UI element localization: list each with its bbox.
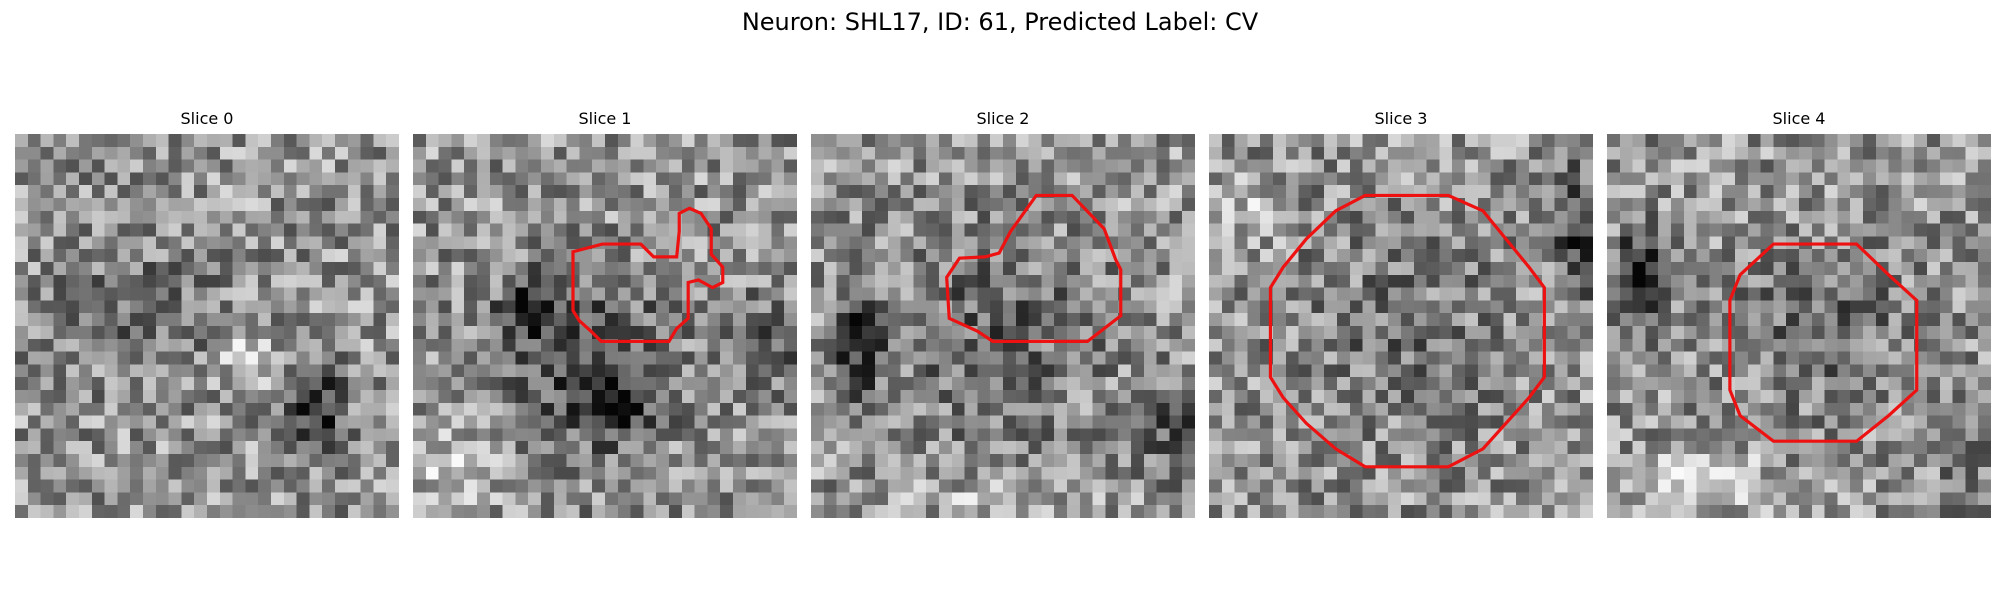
slice-image — [1607, 134, 1991, 518]
roi-contour — [945, 193, 1123, 343]
roi-contour — [1728, 242, 1919, 443]
slice-panel-4: Slice 4 — [1607, 108, 1991, 518]
slice-panel-0: Slice 0 — [15, 108, 399, 518]
slice-panel-3: Slice 3 — [1209, 108, 1593, 518]
slice-title: Slice 2 — [976, 109, 1030, 128]
roi-contour — [571, 206, 725, 343]
slice-image — [413, 134, 797, 518]
slice-title: Slice 0 — [180, 109, 234, 128]
slice-panel-2: Slice 2 — [811, 108, 1195, 518]
roi-contour — [1268, 193, 1546, 469]
slice-image — [1209, 134, 1593, 518]
slice-image — [15, 134, 399, 518]
slice-title: Slice 3 — [1374, 109, 1428, 128]
figure-title: Neuron: SHL17, ID: 61, Predicted Label: … — [741, 8, 1259, 36]
slice-panel-1: Slice 1 — [413, 108, 797, 518]
slice-title: Slice 4 — [1772, 109, 1826, 128]
slice-image — [811, 134, 1195, 518]
slice-title: Slice 1 — [578, 109, 632, 128]
